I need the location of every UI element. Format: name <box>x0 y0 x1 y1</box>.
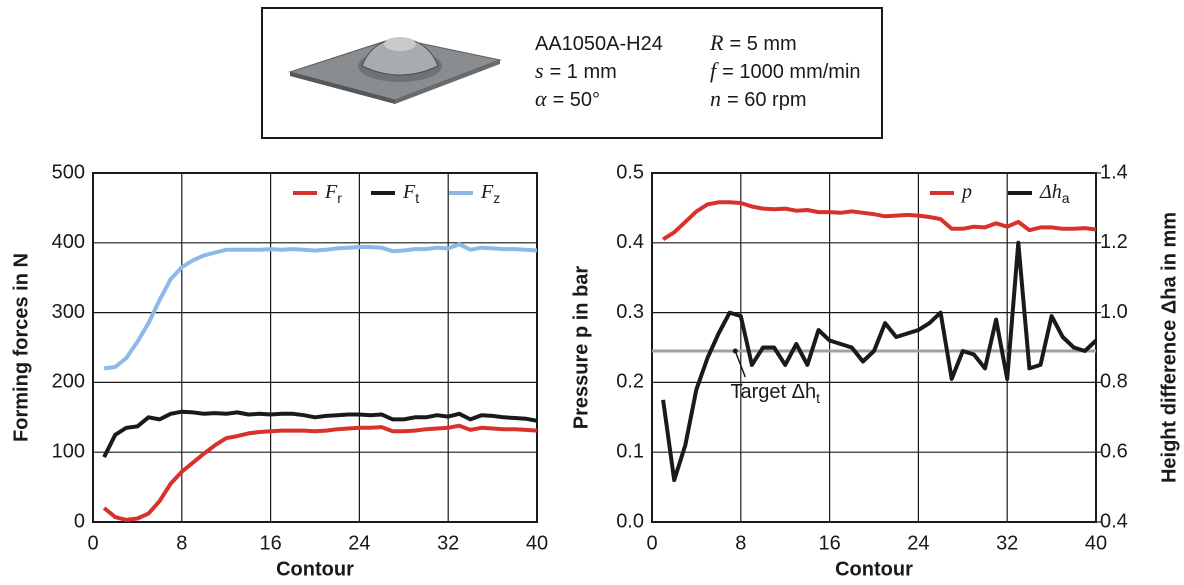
y-tick-label: 200 <box>52 371 85 393</box>
y-tick-label: 500 <box>52 161 85 183</box>
parameter-value: = 60 rpm <box>727 89 806 111</box>
y2-tick-label: 1.2 <box>1100 231 1128 253</box>
x-tick-label: 24 <box>348 532 370 554</box>
specimen-photo <box>288 37 502 104</box>
legend-subscript: t <box>415 190 419 206</box>
y2-axis-label: Height difference Δha in mm <box>1158 212 1180 483</box>
legend-name: F <box>324 181 338 203</box>
annotation-dot <box>732 348 738 354</box>
plot-frame <box>92 172 538 523</box>
parameter-value: = 50° <box>553 89 600 111</box>
parameter-value: AA1050A-H24 <box>535 33 663 55</box>
y2-tick-label: 0.8 <box>1100 371 1128 393</box>
legend-name: F <box>402 181 416 203</box>
legend-name: Δh <box>1039 181 1062 203</box>
legend-name: F <box>480 181 494 203</box>
y2-tick-label: 1.4 <box>1100 161 1128 183</box>
annotation: Target Δht <box>730 381 820 405</box>
x-tick-label: 24 <box>907 532 929 554</box>
x-axis-label: Contour <box>276 558 354 580</box>
annotation-text: Target Δh <box>730 381 816 403</box>
legend-subscript: a <box>1062 190 1070 206</box>
y-tick-label: 0.3 <box>616 301 644 323</box>
x-axis-label: Contour <box>835 558 913 580</box>
data-line <box>661 240 1098 483</box>
y-tick-label: 0.2 <box>616 371 644 393</box>
parameter-symbol: s <box>535 58 544 83</box>
legend-label: Fr <box>324 181 342 206</box>
legend-name: p <box>960 181 972 203</box>
legend-label: Fz <box>480 181 500 206</box>
y-axis-label: Pressure p in bar <box>570 266 592 430</box>
parameter: n = 60 rpm <box>710 86 806 111</box>
parameter-value: = 1 mm <box>550 61 617 83</box>
x-tick-label: 32 <box>996 532 1018 554</box>
y2-tick-label: 0.6 <box>1100 440 1128 462</box>
x-tick-label: 32 <box>437 532 459 554</box>
y-tick-label: 100 <box>52 440 85 462</box>
x-tick-label: 40 <box>526 532 548 554</box>
x-tick-label: 8 <box>735 532 746 554</box>
x-tick-label: 0 <box>87 532 98 554</box>
parameter-symbol: f <box>710 58 719 83</box>
y2-tick-label: 0.4 <box>1100 510 1128 532</box>
plot-frame <box>651 172 1097 523</box>
legend-label: Δha <box>1039 181 1070 206</box>
x-tick-label: 16 <box>259 532 281 554</box>
data-line <box>662 200 1097 241</box>
parameter-value: = 5 mm <box>729 33 796 55</box>
annotation-subscript: t <box>816 390 820 406</box>
y-tick-label: 0.5 <box>616 161 644 183</box>
parameter: R = 5 mm <box>709 30 797 55</box>
parameter-symbol: n <box>710 86 721 111</box>
data-line <box>102 409 538 458</box>
y-tick-label: 0.0 <box>616 510 644 532</box>
parameter: f = 1000 mm/min <box>710 58 861 83</box>
y2-tick-label: 1.0 <box>1100 301 1128 323</box>
plot-area <box>93 173 537 522</box>
parameter-symbol: α <box>535 86 547 111</box>
legend-label: Ft <box>402 181 419 206</box>
legend-label: p <box>960 181 972 203</box>
y-tick-label: 0.1 <box>616 440 644 462</box>
y-axis-label: Forming forces in N <box>10 253 32 442</box>
parameter-value: = 1000 mm/min <box>722 61 860 83</box>
legend-subscript: z <box>493 190 500 206</box>
parameter: α = 50° <box>535 86 600 111</box>
data-line <box>102 423 538 522</box>
legend-subscript: r <box>337 190 342 206</box>
parameter-symbol: R <box>709 30 724 55</box>
data-line <box>103 242 538 371</box>
x-tick-label: 0 <box>646 532 657 554</box>
x-tick-label: 40 <box>1085 532 1107 554</box>
parameter: s = 1 mm <box>535 58 617 83</box>
parameter: AA1050A-H24 <box>535 33 663 55</box>
y-tick-label: 300 <box>52 301 85 323</box>
x-tick-label: 8 <box>176 532 187 554</box>
y-tick-label: 0 <box>74 510 85 532</box>
y-tick-label: 400 <box>52 231 85 253</box>
annotation-leader <box>734 350 746 378</box>
y-tick-label: 0.4 <box>616 231 644 253</box>
x-tick-label: 16 <box>818 532 840 554</box>
